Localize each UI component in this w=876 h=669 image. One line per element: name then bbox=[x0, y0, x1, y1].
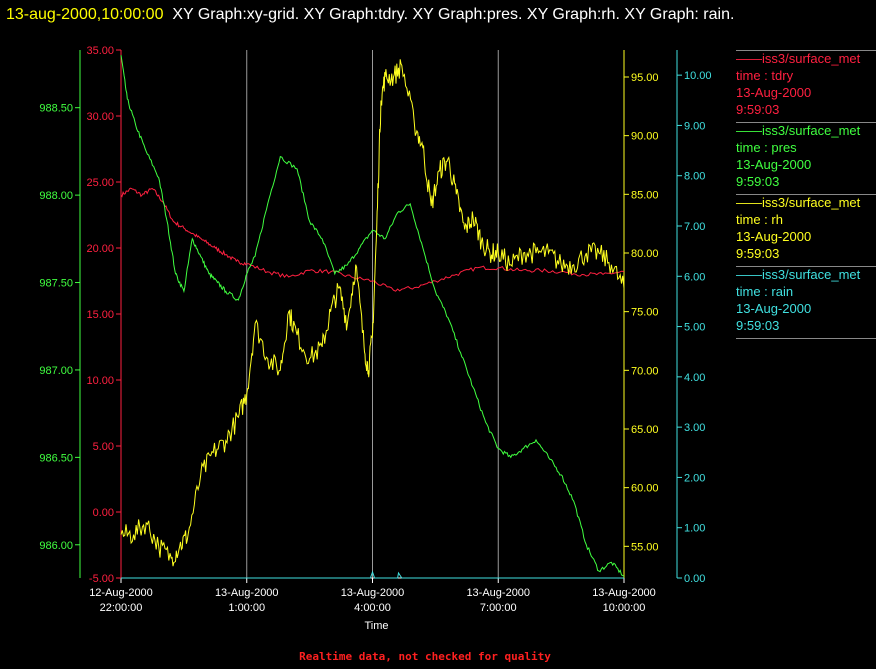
rain-tick-label: 1.00 bbox=[684, 523, 705, 535]
series-pres bbox=[120, 55, 625, 577]
rain-tick-label: 10.00 bbox=[684, 70, 712, 82]
pres-tick-label: 988.00 bbox=[39, 190, 73, 202]
rh-tick-label: 60.00 bbox=[631, 483, 659, 495]
tdry-tick-label: 5.00 bbox=[93, 441, 114, 453]
rain-tick-label: 9.00 bbox=[684, 120, 705, 132]
rh-tick-label: 55.00 bbox=[631, 541, 659, 553]
pres-tick-label: 987.50 bbox=[39, 278, 73, 290]
legend-time: 9:59:03 bbox=[736, 174, 780, 189]
legend-date: 13-Aug-2000 bbox=[736, 157, 812, 172]
tdry-tick-label: 15.00 bbox=[86, 309, 114, 321]
rain-tick-label: 6.00 bbox=[684, 271, 705, 283]
tdry-tick-label: 0.00 bbox=[93, 507, 114, 519]
x-tick-time: 10:00:00 bbox=[603, 602, 646, 614]
rh-tick-label: 75.00 bbox=[631, 307, 659, 319]
x-tick-date: 13-Aug-2000 bbox=[215, 587, 279, 599]
x-tick-date: 13-Aug-2000 bbox=[466, 587, 530, 599]
footer-note: Realtime data, not checked for quality bbox=[299, 650, 551, 663]
title-timestamp: 13-aug-2000,10:00:00 bbox=[6, 6, 164, 23]
rain-tick-label: 0.00 bbox=[684, 573, 705, 585]
legend-separator bbox=[736, 50, 876, 51]
pres-tick-label: 988.50 bbox=[39, 103, 73, 115]
x-tick-date: 12-Aug-2000 bbox=[89, 587, 153, 599]
pres-tick-label: 986.50 bbox=[39, 452, 73, 464]
x-tick-time: 1:00:00 bbox=[228, 602, 265, 614]
x-tick-date: 13-Aug-2000 bbox=[341, 587, 405, 599]
legend-separator bbox=[736, 266, 876, 267]
tdry-tick-label: -5.00 bbox=[89, 573, 114, 585]
x-axis-label: Time bbox=[364, 620, 388, 632]
x-tick-date: 13-Aug-2000 bbox=[592, 587, 656, 599]
rain-tick-label: 7.00 bbox=[684, 221, 705, 233]
pres-tick-label: 987.00 bbox=[39, 365, 73, 377]
chart-title: 13-aug-2000,10:00:00 XY Graph:xy-grid. X… bbox=[6, 4, 866, 26]
legend-time: 9:59:03 bbox=[736, 246, 780, 261]
rain-tick-label: 8.00 bbox=[684, 171, 705, 183]
legend-source: ——iss3/surface_met bbox=[736, 195, 861, 210]
rh-tick-label: 65.00 bbox=[631, 424, 659, 436]
tdry-tick-label: 35.00 bbox=[86, 45, 114, 57]
rain-tick-label: 4.00 bbox=[684, 372, 705, 384]
legend-separator bbox=[736, 122, 876, 123]
title-graphs: XY Graph:xy-grid. XY Graph:tdry. XY Grap… bbox=[172, 6, 735, 23]
tdry-tick-label: 10.00 bbox=[86, 375, 114, 387]
series-rain bbox=[121, 570, 624, 579]
legend-time: 9:59:03 bbox=[736, 102, 780, 117]
series-tdry bbox=[120, 187, 625, 292]
legend-time: 9:59:03 bbox=[736, 318, 780, 333]
rh-tick-label: 70.00 bbox=[631, 365, 659, 377]
rain-tick-label: 5.00 bbox=[684, 322, 705, 334]
x-tick-time: 4:00:00 bbox=[354, 602, 391, 614]
rh-tick-label: 85.00 bbox=[631, 189, 659, 201]
legend-end-separator bbox=[736, 338, 876, 339]
rain-tick-label: 2.00 bbox=[684, 472, 705, 484]
legend-source: ——iss3/surface_met bbox=[736, 51, 861, 66]
legend-field: time : tdry bbox=[736, 68, 794, 83]
tdry-tick-label: 25.00 bbox=[86, 177, 114, 189]
legend-date: 13-Aug-2000 bbox=[736, 85, 812, 100]
legend-source: ——iss3/surface_met bbox=[736, 267, 861, 282]
tdry-tick-label: 20.00 bbox=[86, 243, 114, 255]
legend-field: time : pres bbox=[736, 140, 797, 155]
tdry-tick-label: 30.00 bbox=[86, 111, 114, 123]
rain-tick-label: 3.00 bbox=[684, 422, 705, 434]
x-tick-time: 7:00:00 bbox=[480, 602, 517, 614]
rh-tick-label: 80.00 bbox=[631, 248, 659, 260]
rh-tick-label: 90.00 bbox=[631, 131, 659, 143]
legend-field: time : rh bbox=[736, 212, 783, 227]
series-rh bbox=[120, 59, 625, 567]
x-tick-time: 22:00:00 bbox=[100, 602, 143, 614]
legend-field: time : rain bbox=[736, 284, 794, 299]
pres-tick-label: 986.00 bbox=[39, 540, 73, 552]
rh-tick-label: 95.00 bbox=[631, 72, 659, 84]
legend-source: ——iss3/surface_met bbox=[736, 123, 861, 138]
legend-date: 13-Aug-2000 bbox=[736, 229, 812, 244]
legend-date: 13-Aug-2000 bbox=[736, 301, 812, 316]
legend-separator bbox=[736, 194, 876, 195]
